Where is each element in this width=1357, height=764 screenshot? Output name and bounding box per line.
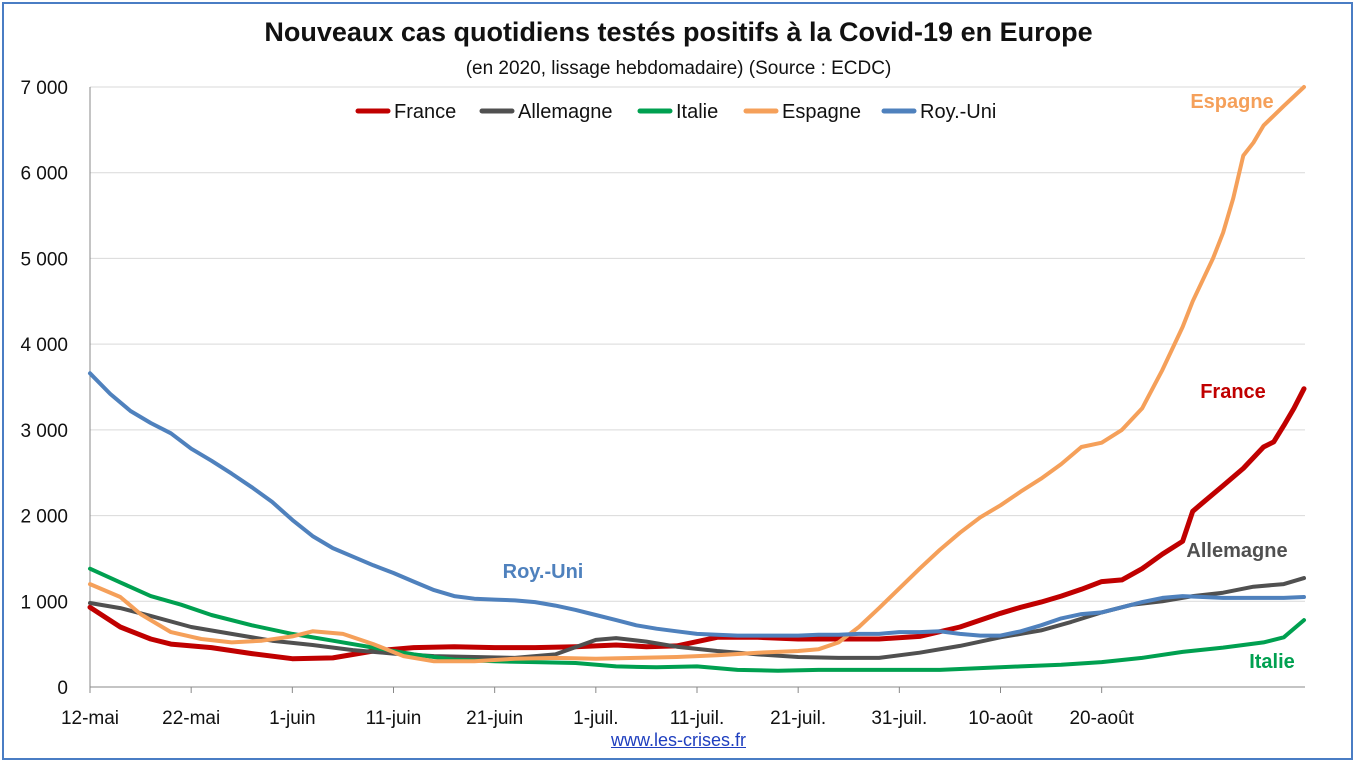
x-tick-label: 1-juin xyxy=(269,708,315,729)
y-tick-label: 7 000 xyxy=(20,78,68,99)
source-link[interactable]: www.les-crises.fr xyxy=(610,730,746,750)
x-tick-label: 21-juil. xyxy=(770,708,826,729)
series-line-france xyxy=(87,386,1307,662)
x-tick-label: 20-août xyxy=(1069,708,1134,729)
series-line-roy-uni xyxy=(88,371,1306,638)
y-tick-label: 4 000 xyxy=(20,335,68,356)
chart-title: Nouveaux cas quotidiens testés positifs … xyxy=(264,17,1093,47)
y-tick-label: 5 000 xyxy=(20,249,68,270)
series-label: France xyxy=(1200,381,1266,403)
x-tick-label: 31-juil. xyxy=(871,708,927,729)
x-tick-label: 12-mai xyxy=(61,708,119,729)
x-tick-label: 11-juin xyxy=(366,708,422,729)
y-tick-label: 6 000 xyxy=(20,164,68,185)
series-label: Allemagne xyxy=(1186,540,1287,562)
legend-label: Allemagne xyxy=(518,101,613,123)
x-tick-label: 22-mai xyxy=(162,708,220,729)
series-label: Espagne xyxy=(1190,91,1273,113)
y-tick-label: 2 000 xyxy=(20,507,68,528)
chart-subtitle: (en 2020, lissage hebdomadaire) (Source … xyxy=(465,58,892,79)
series-line-italie xyxy=(88,566,1306,673)
series-line-allemagne xyxy=(88,576,1306,660)
legend-label: France xyxy=(394,101,456,123)
x-tick-label: 21-juin xyxy=(466,708,523,729)
legend-label: Espagne xyxy=(782,101,861,123)
x-tick-label: 10-août xyxy=(968,708,1033,729)
y-tick-label: 0 xyxy=(57,678,68,699)
series-label: Italie xyxy=(1249,651,1295,673)
y-tick-label: 1 000 xyxy=(20,592,68,613)
series-label: Roy.-Uni xyxy=(503,561,584,583)
series-line-espagne xyxy=(88,85,1306,664)
legend-label: Italie xyxy=(676,101,718,123)
legend-label: Roy.-Uni xyxy=(920,101,996,123)
y-tick-label: 3 000 xyxy=(20,421,68,442)
x-tick-label: 1-juil. xyxy=(573,708,618,729)
x-tick-label: 11-juil. xyxy=(670,708,725,729)
